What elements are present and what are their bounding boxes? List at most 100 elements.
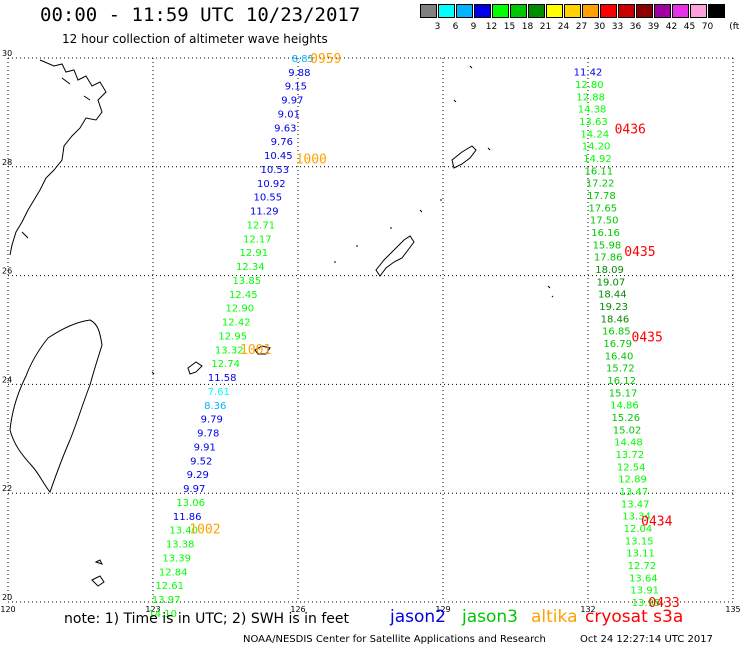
legend-swatch xyxy=(474,4,491,18)
swh-value: 9.76 xyxy=(271,137,293,148)
legend-label: 45 xyxy=(683,22,696,32)
swh-value: 14.48 xyxy=(614,438,643,449)
swh-value: 19.07 xyxy=(597,277,626,288)
legend-swatch xyxy=(546,4,563,18)
swh-value: 13.64 xyxy=(629,573,658,584)
pass-time-label: 0959 xyxy=(310,52,341,67)
swh-value: 13.97 xyxy=(152,595,181,606)
pass-time-label: 0435 xyxy=(624,245,655,260)
swh-value: 12.90 xyxy=(225,304,254,315)
map-subtitle: 12 hour collection of altimeter wave hei… xyxy=(62,32,328,46)
map-title: 00:00 - 11:59 UTC 10/23/2017 xyxy=(40,4,361,26)
footer-note: note: 1) Time is in UTC; 2) SWH is in fe… xyxy=(64,611,350,627)
swh-value: 9.63 xyxy=(274,123,296,134)
lon-tick-label: 132 xyxy=(580,605,595,614)
swh-value: 16.16 xyxy=(591,228,620,239)
swh-value: 16.11 xyxy=(584,166,613,177)
swh-value: 11.29 xyxy=(250,207,279,218)
lat-tick-label: 22 xyxy=(2,484,12,493)
legend-swatch xyxy=(600,4,617,18)
swh-value: 14.20 xyxy=(582,142,611,153)
swh-value: 12.42 xyxy=(222,318,251,329)
swh-value: 13.11 xyxy=(626,549,655,560)
swh-value: 13.47 xyxy=(621,499,650,510)
swh-value: 14.92 xyxy=(583,154,612,165)
legend-swatch xyxy=(456,4,473,18)
legend-swatch xyxy=(636,4,653,18)
swh-value: 14.24 xyxy=(580,129,609,140)
swh-value: 13.95 xyxy=(632,598,661,609)
legend-label: 42 xyxy=(665,22,678,32)
swh-value: 8.36 xyxy=(204,401,226,412)
legend-swatch xyxy=(708,4,725,18)
legend-label: 3 xyxy=(434,22,441,32)
swh-value: 9.88 xyxy=(288,68,310,79)
swh-value: 9.97 xyxy=(183,484,205,495)
swh-value: 14.86 xyxy=(610,401,639,412)
lat-tick-label: 30 xyxy=(2,49,12,58)
legend-swatch xyxy=(654,4,671,18)
swh-value: 12.91 xyxy=(239,248,268,259)
swh-value: 9.78 xyxy=(197,429,219,440)
lat-tick-label: 24 xyxy=(2,375,12,384)
lat-tick-label: 20 xyxy=(2,593,12,602)
swh-value: 13.63 xyxy=(579,117,608,128)
swh-value: 13.72 xyxy=(615,450,644,461)
swh-value: 16.85 xyxy=(602,327,631,338)
taiwan-coastline xyxy=(9,319,103,493)
legend-swatch xyxy=(564,4,581,18)
pass-time-label: 0436 xyxy=(615,123,646,138)
swh-value: 9.01 xyxy=(278,109,300,120)
swh-value: 13.32 xyxy=(215,345,244,356)
swh-value: 16.40 xyxy=(605,351,634,362)
legend-label: 30 xyxy=(593,22,606,32)
swh-value: 12.89 xyxy=(618,475,647,486)
swh-value: 17.22 xyxy=(586,179,615,190)
legend-swatch xyxy=(690,4,707,18)
swh-value: 17.78 xyxy=(587,191,616,202)
legend-swatch xyxy=(582,4,599,18)
swh-value: 13.40 xyxy=(169,526,198,537)
legend-label: 39 xyxy=(647,22,660,32)
satellite-key-item: altika xyxy=(531,607,578,627)
satellite-key-item: jason2 xyxy=(390,607,446,627)
swh-value: 12.17 xyxy=(243,234,272,245)
legend-label: 9 xyxy=(470,22,477,32)
graticule xyxy=(7,57,734,603)
legend-swatch xyxy=(618,4,635,18)
satellite-key-item: cryosat s3a xyxy=(585,607,684,627)
swh-value: 15.98 xyxy=(593,240,622,251)
swh-value: 15.02 xyxy=(613,425,642,436)
okinawa-island xyxy=(375,235,415,277)
generation-timestamp: Oct 24 12:27:14 UTC 2017 xyxy=(580,634,713,645)
swh-value: 18.46 xyxy=(601,314,630,325)
swh-value: 15.72 xyxy=(606,364,635,375)
swh-value: 18.09 xyxy=(595,265,624,276)
coastlines xyxy=(9,59,554,587)
legend-swatch xyxy=(492,4,509,18)
pass-time-label: 0434 xyxy=(641,514,672,529)
swh-value: 10.53 xyxy=(260,165,289,176)
lon-tick-label: 120 xyxy=(0,605,15,614)
swh-value: 12.45 xyxy=(229,290,258,301)
swh-value: 8.85 xyxy=(292,54,314,65)
swh-value: 9.29 xyxy=(187,470,209,481)
swh-value: 17.50 xyxy=(590,216,619,227)
swh-value: 12.74 xyxy=(211,359,240,370)
swh-value: 10.92 xyxy=(257,179,286,190)
swh-value: 12.95 xyxy=(218,331,247,342)
legend-label: 12 xyxy=(485,22,498,32)
axis-ticks: 120 123 126 129 132 135 30 28 26 24 22 20 xyxy=(0,49,740,614)
legend-label: 18 xyxy=(521,22,534,32)
amami-island xyxy=(451,145,477,169)
swh-value: 12.54 xyxy=(617,462,646,473)
pass-time-label: 0433 xyxy=(648,596,679,611)
kyushu-islands xyxy=(21,77,91,239)
pass-time-label: 1002 xyxy=(189,523,220,538)
legend-swatch xyxy=(672,4,689,18)
swh-value: 19.23 xyxy=(599,302,628,313)
lat-tick-label: 26 xyxy=(2,267,12,276)
swh-value: 13.15 xyxy=(625,536,654,547)
swh-value: 7.61 xyxy=(208,387,230,398)
